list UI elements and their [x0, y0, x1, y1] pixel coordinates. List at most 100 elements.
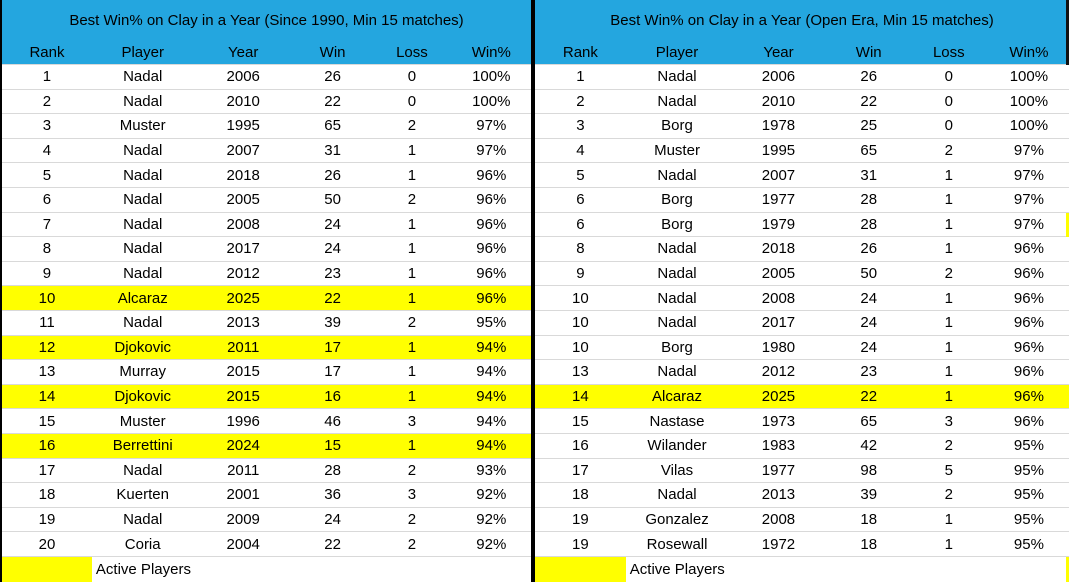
- cell-year: 2005: [761, 265, 796, 283]
- cell-winpct: 94%: [476, 437, 507, 455]
- cell-rank: 1: [576, 68, 585, 86]
- table-row: 9 Nadal 2012 23 1 96%: [2, 261, 531, 287]
- cell-player: Coria: [124, 535, 161, 553]
- cell-rank: 16: [572, 437, 589, 455]
- cell-player: Nadal: [123, 166, 163, 184]
- table-title-since-1990: Best Win% on Clay in a Year (Since 1990,…: [2, 0, 531, 40]
- cell-rank: 7: [42, 215, 52, 233]
- cell-player: Nadal: [657, 166, 697, 184]
- cell-rank: 4: [576, 142, 585, 160]
- table-open-era: Best Win% on Clay in a Year (Open Era, M…: [535, 0, 1069, 582]
- cell-year: 2013: [761, 486, 796, 504]
- cell-loss: 1: [407, 437, 417, 455]
- cell-winpct: 95%: [1013, 510, 1044, 528]
- table-row: 17 Vilas 1977 98 5 95%: [535, 458, 1069, 484]
- col-header-winpct: Win%: [471, 43, 511, 61]
- cell-year: 2011: [227, 338, 260, 356]
- cell-player: Nadal: [123, 314, 163, 332]
- cell-win: 15: [324, 437, 341, 455]
- cell-year: 2011: [227, 461, 260, 479]
- cell-year: 2017: [761, 314, 796, 332]
- cell-rank: 18: [38, 486, 56, 504]
- cell-win: 26: [860, 240, 878, 258]
- cell-loss: 2: [407, 510, 417, 528]
- cell-rank: 13: [572, 363, 589, 381]
- cell-winpct: 96%: [476, 240, 507, 258]
- table-row: 5 Nadal 2007 31 1 97%: [535, 163, 1069, 188]
- table-row: 13 Nadal 2012 23 1 96%: [535, 360, 1069, 385]
- cell-win: 24: [324, 510, 341, 528]
- cell-winpct: 95%: [1013, 461, 1044, 479]
- cell-loss: 1: [944, 510, 953, 528]
- cell-player: Nadal: [657, 265, 697, 283]
- cell-player: Nadal: [657, 240, 697, 258]
- cell-player: Muster: [119, 117, 166, 135]
- cell-win: 24: [324, 215, 341, 233]
- table-row: 13 Murray 2015 17 1 94%: [2, 360, 531, 385]
- cell-winpct: 92%: [476, 510, 507, 528]
- cell-player: Nadal: [657, 68, 697, 86]
- cell-loss: 0: [944, 92, 953, 110]
- cell-loss: 1: [407, 289, 417, 307]
- cell-year: 1977: [761, 461, 796, 479]
- legend: Active Players: [2, 556, 531, 582]
- cell-year: 2018: [761, 240, 796, 258]
- cell-player: Gonzalez: [645, 510, 709, 528]
- cell-rank: 14: [38, 388, 56, 406]
- cell-win: 42: [860, 437, 878, 455]
- cell-rank: 10: [572, 338, 589, 356]
- cell-player: Nadal: [123, 142, 163, 160]
- cell-rank: 6: [42, 191, 52, 209]
- cell-rank: 4: [42, 142, 52, 160]
- cell-loss: 1: [944, 215, 953, 233]
- cell-win: 22: [324, 92, 341, 110]
- table-row: 2 Nadal 2010 22 0 100%: [535, 89, 1069, 115]
- cell-year: 2024: [226, 437, 260, 455]
- cell-rank: 2: [42, 92, 52, 110]
- cell-player: Nadal: [123, 215, 163, 233]
- cell-loss: 2: [944, 437, 953, 455]
- cell-rank: 5: [42, 166, 52, 184]
- cell-rank: 17: [572, 461, 589, 479]
- cell-rank: 18: [572, 486, 589, 504]
- cell-win: 17: [324, 363, 341, 381]
- col-header-winpct: Win%: [1009, 43, 1049, 61]
- table-row: 2 Nadal 2010 22 0 100%: [2, 89, 531, 115]
- cell-loss: 2: [407, 117, 417, 135]
- cell-win: 28: [324, 461, 341, 479]
- cell-loss: 5: [944, 461, 953, 479]
- cell-rank: 6: [576, 215, 585, 233]
- cell-rank: 3: [576, 117, 585, 135]
- legend-active-player-swatch: [535, 556, 626, 582]
- cell-loss: 1: [407, 338, 417, 356]
- table-row: 18 Kuerten 2001 36 3 92%: [2, 483, 531, 508]
- cell-player: Nadal: [123, 68, 163, 86]
- cell-win: 31: [860, 166, 878, 184]
- col-header-loss: Loss: [932, 43, 965, 61]
- cell-player: Nadal: [657, 314, 697, 332]
- cell-year: 2015: [226, 363, 260, 381]
- cell-year: 2004: [226, 535, 260, 553]
- cell-player: Muster: [654, 142, 700, 160]
- cell-year: 2008: [761, 289, 796, 307]
- cell-win: 22: [324, 289, 341, 307]
- table-row: 6 Nadal 2005 50 2 96%: [2, 187, 531, 213]
- cell-win: 26: [860, 68, 878, 86]
- cell-winpct: 95%: [1013, 437, 1044, 455]
- cell-rank: 14: [572, 388, 589, 406]
- table-row: 20 Coria 2004 22 2 92%: [2, 532, 531, 557]
- table-row-active-player: 14 Alcaraz 2025 22 1 96%: [535, 384, 1069, 410]
- cell-win: 23: [860, 363, 878, 381]
- table-row-active-player: 10 Alcaraz 2025 22 1 96%: [2, 286, 531, 311]
- cell-player: Borg: [661, 338, 693, 356]
- cell-loss: 1: [944, 338, 953, 356]
- legend-label: Active Players: [629, 560, 725, 578]
- cell-loss: 1: [407, 265, 417, 283]
- cell-winpct: 96%: [1013, 265, 1044, 283]
- cell-year: 1995: [761, 142, 796, 160]
- table-row: 3 Muster 1995 65 2 97%: [2, 114, 531, 139]
- cell-rank: 6: [576, 191, 585, 209]
- col-header-player: Player: [121, 43, 164, 61]
- cell-player: Kuerten: [116, 486, 169, 504]
- cell-win: 18: [860, 510, 878, 528]
